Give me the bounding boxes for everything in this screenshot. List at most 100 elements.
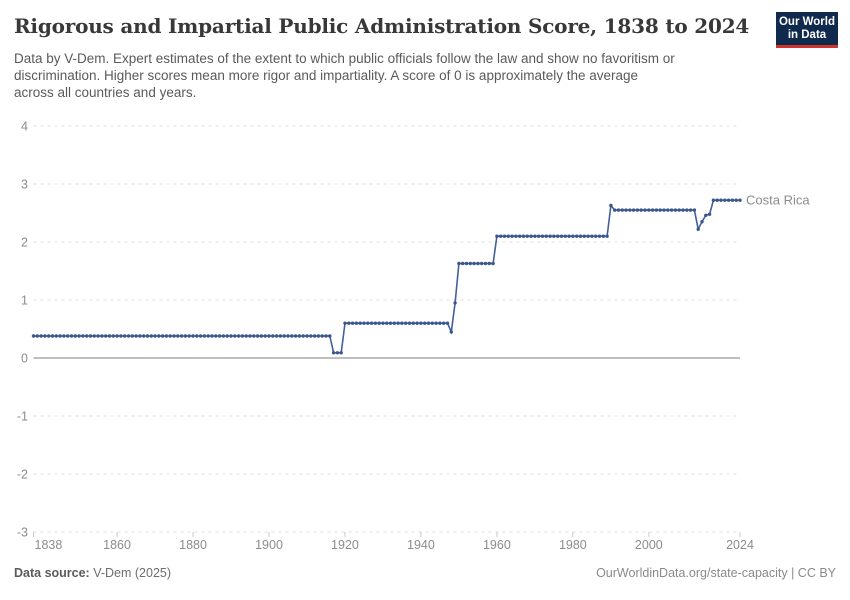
data-point bbox=[153, 334, 157, 338]
x-tick-label: 1900 bbox=[255, 538, 283, 552]
y-tick-label: -2 bbox=[17, 468, 28, 482]
data-point bbox=[297, 334, 302, 338]
data-point bbox=[176, 334, 180, 338]
data-point bbox=[419, 321, 423, 325]
data-point bbox=[487, 261, 491, 266]
data-point bbox=[483, 261, 488, 266]
data-point bbox=[259, 334, 264, 338]
owid-logo-line2: in Data bbox=[787, 28, 827, 41]
data-point bbox=[559, 234, 564, 238]
subtitle-line: across all countries and years. bbox=[14, 85, 197, 100]
data-point bbox=[594, 234, 598, 238]
data-point bbox=[499, 234, 503, 238]
data-point bbox=[396, 321, 400, 325]
data-point bbox=[172, 334, 176, 338]
data-point bbox=[552, 234, 556, 238]
y-tick-label: 4 bbox=[21, 120, 28, 134]
data-point bbox=[707, 212, 712, 216]
data-point bbox=[719, 198, 723, 202]
data-point bbox=[88, 334, 93, 338]
data-point bbox=[548, 234, 552, 238]
x-tick-label: 1860 bbox=[103, 538, 131, 552]
x-tick-label: 1980 bbox=[559, 538, 587, 552]
data-point bbox=[312, 334, 317, 338]
data-point bbox=[31, 334, 36, 338]
data-point bbox=[673, 208, 678, 212]
credit-link[interactable]: OurWorldinData.org/state-capacity | CC B… bbox=[596, 566, 836, 580]
data-point bbox=[540, 234, 545, 238]
data-point bbox=[647, 208, 651, 212]
data-point bbox=[305, 334, 309, 338]
data-point bbox=[404, 321, 408, 325]
data-point bbox=[373, 321, 378, 325]
data-point bbox=[187, 334, 191, 338]
data-source-label: Data source: bbox=[14, 566, 90, 580]
data-point bbox=[567, 234, 571, 238]
data-point bbox=[457, 261, 461, 266]
data-point bbox=[107, 334, 112, 338]
data-point bbox=[278, 334, 283, 338]
data-point bbox=[426, 321, 431, 325]
data-point bbox=[229, 334, 233, 338]
data-point bbox=[282, 334, 286, 338]
series-line bbox=[33, 199, 740, 354]
data-point bbox=[734, 198, 738, 202]
data-point bbox=[119, 334, 123, 338]
data-point bbox=[472, 261, 476, 266]
data-point bbox=[491, 261, 495, 266]
data-point bbox=[704, 213, 708, 217]
data-point bbox=[681, 208, 685, 212]
data-point bbox=[69, 334, 74, 338]
series-costa-rica[interactable] bbox=[31, 198, 742, 355]
y-gridlines: 4 3 2 1 0 -1 -2 -3 bbox=[17, 120, 740, 540]
data-point bbox=[100, 334, 104, 338]
data-point bbox=[331, 351, 336, 355]
data-point bbox=[388, 321, 393, 325]
data-point bbox=[407, 321, 412, 325]
data-point bbox=[537, 234, 541, 238]
data-point bbox=[575, 234, 579, 238]
data-point bbox=[179, 334, 184, 338]
data-point bbox=[514, 234, 518, 238]
data-point bbox=[354, 321, 359, 325]
data-point bbox=[149, 334, 153, 338]
data-point bbox=[392, 321, 396, 325]
data-point bbox=[631, 208, 636, 212]
data-point bbox=[730, 198, 735, 202]
y-tick-label: -3 bbox=[17, 526, 28, 540]
data-point bbox=[464, 261, 469, 266]
data-point bbox=[616, 208, 621, 212]
data-point bbox=[66, 334, 70, 338]
data-point bbox=[221, 334, 226, 338]
data-point bbox=[225, 334, 229, 338]
data-point bbox=[442, 321, 446, 325]
x-tick-label: 1838 bbox=[35, 538, 63, 552]
data-point bbox=[415, 321, 419, 325]
data-point bbox=[236, 334, 241, 338]
data-point bbox=[160, 334, 165, 338]
data-point bbox=[62, 334, 66, 338]
data-point bbox=[639, 208, 643, 212]
data-point bbox=[240, 334, 245, 338]
data-point bbox=[134, 334, 138, 338]
data-point bbox=[142, 334, 146, 338]
data-point bbox=[252, 334, 256, 338]
data-point bbox=[628, 208, 632, 212]
data-point bbox=[198, 334, 203, 338]
data-point bbox=[217, 334, 222, 338]
series-points bbox=[31, 198, 742, 355]
data-point bbox=[358, 321, 362, 325]
data-point bbox=[381, 321, 385, 325]
data-point bbox=[248, 334, 252, 338]
data-point bbox=[183, 334, 188, 338]
data-point bbox=[696, 227, 700, 231]
y-tick-label: -1 bbox=[17, 410, 28, 424]
data-point bbox=[293, 334, 298, 338]
owid-logo[interactable]: Our World in Data bbox=[776, 12, 838, 48]
data-point bbox=[529, 234, 533, 238]
data-point bbox=[43, 334, 47, 338]
data-point bbox=[157, 334, 161, 338]
data-point bbox=[461, 261, 465, 266]
entity-label[interactable]: Costa Rica bbox=[746, 193, 810, 208]
